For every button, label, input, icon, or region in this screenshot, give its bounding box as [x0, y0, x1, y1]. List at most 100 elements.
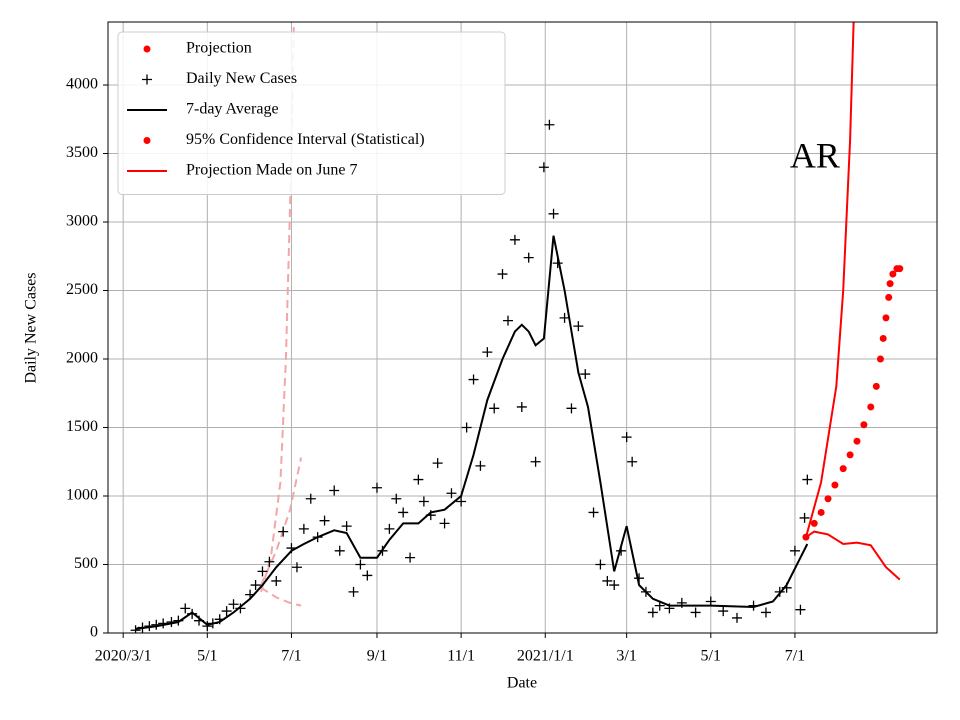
series-line: [805, 530, 901, 581]
data-point: [475, 460, 486, 471]
data-point: [846, 451, 854, 459]
data-point: [468, 374, 479, 385]
y-tick-label: 0: [90, 624, 98, 641]
x-tick-label: 2021/1/1: [517, 648, 574, 665]
data-point: [202, 621, 213, 632]
data-point: [391, 493, 402, 504]
y-tick-label: 1500: [66, 418, 98, 435]
legend-label: Daily New Cases: [186, 70, 297, 87]
legend-label: Projection Made on June 7: [186, 162, 358, 179]
data-point: [271, 575, 282, 586]
data-point: [853, 437, 861, 445]
data-point: [456, 496, 467, 507]
data-point: [731, 612, 742, 623]
series-line: [805, 22, 855, 538]
data-point: [839, 465, 847, 473]
data-point: [432, 458, 443, 469]
data-point: [795, 604, 806, 615]
y-tick-label: 3500: [66, 144, 98, 161]
data-point: [405, 552, 416, 563]
data-point: [602, 575, 613, 586]
data-point: [621, 432, 632, 443]
data-point: [867, 403, 875, 411]
data-point: [278, 526, 289, 537]
data-point: [690, 607, 701, 618]
legend-box: [117, 31, 506, 195]
x-tick-label: 5/1: [197, 648, 217, 665]
data-point: [588, 507, 599, 518]
x-tick-label: 9/1: [367, 648, 387, 665]
data-point: [341, 521, 352, 532]
x-tick-label: 5/1: [701, 648, 721, 665]
plot-area: [130, 22, 904, 633]
data-point: [573, 321, 584, 332]
y-tick-label: 2000: [66, 350, 98, 367]
data-point: [489, 403, 500, 414]
data-point: [559, 312, 570, 323]
data-point: [876, 355, 884, 363]
y-axis-label: Daily New Cases: [23, 272, 40, 383]
y-tick-label: 2500: [66, 281, 98, 298]
data-point: [879, 334, 887, 342]
data-point: [760, 607, 771, 618]
legend-label: 95% Confidence Interval (Statistical): [186, 131, 425, 148]
data-point: [461, 422, 472, 433]
data-point: [250, 580, 261, 591]
data-point: [228, 599, 239, 610]
data-point: [418, 496, 429, 507]
series-line: [135, 235, 809, 630]
y-tick-label: 500: [74, 555, 98, 572]
data-point: [319, 515, 330, 526]
y-tick-label: 1000: [66, 487, 98, 504]
data-point: [647, 607, 658, 618]
data-point: [329, 485, 340, 496]
legend: Projection Daily New Cases 7-day Average 95…: [117, 31, 506, 195]
data-point: [896, 265, 904, 273]
data-point: [580, 369, 591, 380]
data-point: [810, 519, 818, 527]
data-point: [544, 119, 555, 130]
data-point: [503, 315, 514, 326]
data-point: [831, 481, 839, 489]
x-axis-label: Date: [507, 675, 537, 692]
data-point: [497, 269, 508, 280]
data-point: [384, 523, 395, 534]
data-point: [264, 556, 275, 567]
data-point: [221, 606, 232, 617]
y-tick-label: 3000: [66, 213, 98, 230]
legend-marker: [143, 45, 151, 53]
legend-marker: [143, 137, 151, 144]
data-point: [885, 293, 893, 301]
data-point: [180, 603, 191, 614]
y-tick-label: 4000: [66, 76, 98, 93]
legend-marker: [142, 74, 152, 85]
chart-title: AR: [790, 135, 840, 175]
x-tick-label: 7/1: [281, 648, 301, 665]
data-point: [886, 280, 894, 288]
data-point: [799, 512, 810, 523]
data-point: [817, 508, 825, 516]
data-point: [824, 495, 832, 503]
data-point: [595, 559, 606, 570]
x-tick-label: 11/1: [447, 648, 475, 665]
data-point: [348, 586, 359, 597]
data-point: [482, 347, 493, 358]
data-point: [718, 606, 729, 617]
data-point: [530, 456, 541, 467]
data-point: [889, 270, 897, 278]
data-point: [305, 493, 316, 504]
data-point: [446, 488, 457, 499]
data-point: [509, 234, 520, 245]
x-tick-label: 2020/3/1: [95, 648, 152, 665]
data-point: [789, 545, 800, 556]
data-point: [609, 580, 620, 591]
data-point: [523, 252, 534, 263]
data-point: [130, 625, 141, 633]
data-point: [882, 314, 890, 322]
data-point: [334, 545, 345, 556]
plot-frame: [107, 21, 938, 634]
data-point: [257, 566, 268, 577]
data-point: [548, 208, 559, 219]
x-tick-label: 7/1: [785, 648, 805, 665]
